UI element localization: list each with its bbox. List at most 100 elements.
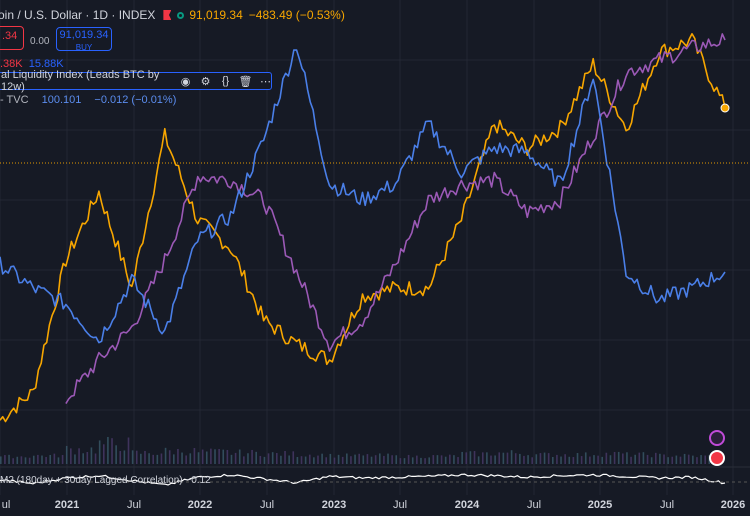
volume-bar [168,450,171,464]
volume-bar [226,449,229,464]
volume-bar [61,455,64,464]
market-status-icon [177,11,185,19]
liquidity-indicator-label: al Liquidity Index (Leads BTC by 12w) [1,69,160,93]
volume-bar [350,456,352,464]
flag-badge-icon[interactable] [709,450,725,466]
volume-bar [502,452,505,464]
volume-bar [24,457,27,464]
volume-bar [659,453,661,464]
volume-bar [411,457,414,464]
volume-bar [675,455,678,464]
volume-bar [300,456,303,464]
dxy-legend[interactable]: - TVC 100.101 −0.012 (−0.01%) [0,94,176,106]
liquidity-indicator-legend[interactable]: al Liquidity Index (Leads BTC by 12w) ◉ … [0,69,272,93]
volume-bar [53,453,56,464]
volume-bar [317,455,319,464]
flag-icon [163,10,172,20]
volume-bar [0,456,2,464]
volume-bar [617,451,620,464]
volume-bar [568,456,571,464]
volume-bar [325,457,328,464]
sell-button[interactable]: .34 [0,26,24,50]
grid-lines [0,0,750,495]
volume-bar [243,456,245,464]
volume-bar [189,453,192,464]
series-line-liquidity[interactable] [65,33,726,405]
volume-bar [218,448,220,464]
x-tick-label: 2024 [454,499,480,511]
volume-bar [341,456,344,464]
volume-bar [613,451,616,464]
volume-bar [626,452,628,464]
volume-bar [148,453,150,464]
volume-bar [8,454,10,464]
x-tick-label: 2023 [321,499,347,511]
volume-bar [127,437,130,464]
eye-icon[interactable]: ◉ [180,75,191,88]
volume-bar [473,451,476,464]
volume-bar [70,448,72,464]
volume-bar [403,458,406,464]
volume-bar [514,453,517,464]
volume-bar [280,455,282,464]
gear-icon[interactable]: ⚙ [200,75,211,88]
correlation-series [0,473,750,486]
volume-bar [650,457,653,464]
volume-bar [453,455,455,464]
volume-bar [238,449,241,464]
volume-bar [131,450,134,464]
volume-bar [90,447,93,464]
volume-bar [164,447,167,464]
volume-bar [687,454,690,464]
correlation-value: −0.12 [185,475,211,486]
volume-bar [358,453,360,464]
code-icon[interactable]: {} [221,75,230,87]
volume-bar [580,456,583,464]
volume-bar [535,454,538,464]
volume-bar [424,458,426,464]
volume-bar [284,450,286,464]
dxy-label: - TVC [0,94,29,106]
symbol-title[interactable]: oin / U.S. Dollar · 1D · INDEX [0,8,156,22]
volume-bar [531,457,533,464]
volume-bar [556,454,558,464]
x-tick-label: Jul [526,499,542,511]
volume-bar [251,449,253,464]
volume-bar [123,450,126,464]
volume-bar [481,452,484,464]
volume-bar [444,456,447,464]
volume-bar [94,453,97,464]
volume-bar [370,456,373,464]
lightning-badge-icon[interactable] [709,430,725,446]
volume-bar [267,453,270,464]
volume-bar [469,451,472,464]
symbol-header[interactable]: oin / U.S. Dollar · 1D · INDEX 91,019.34… [0,6,345,24]
volume-bar [20,456,23,464]
volume-bar [354,454,356,464]
volume-bars [0,436,723,464]
volume-bar [560,456,562,464]
volume-bar [230,454,233,464]
volume-bar [329,453,332,464]
volume-bar [584,452,587,464]
volume-bar [41,455,43,464]
buy-button[interactable]: 91,019.34 BUY [56,27,112,52]
volume-bar [679,456,682,464]
volume-bar [4,455,6,464]
volume-bar [440,455,443,464]
volume-bar [420,457,422,464]
correlation-legend[interactable]: M2 (180day + 30day Lagged Correlation) −… [0,475,211,486]
volume-bar [45,456,47,464]
volume-bar [547,453,550,464]
trash-icon[interactable]: 🗑 [238,75,253,88]
volume-bar [383,455,385,464]
series-line-btc[interactable] [0,33,726,423]
volume-bar [436,455,439,464]
volume-bar [663,454,665,464]
series-line-dxy[interactable] [0,49,726,344]
more-icon[interactable]: ⋯ [260,75,271,88]
volume-bar [65,445,68,464]
volume-bar [543,452,546,464]
correlation-line[interactable] [0,473,726,486]
